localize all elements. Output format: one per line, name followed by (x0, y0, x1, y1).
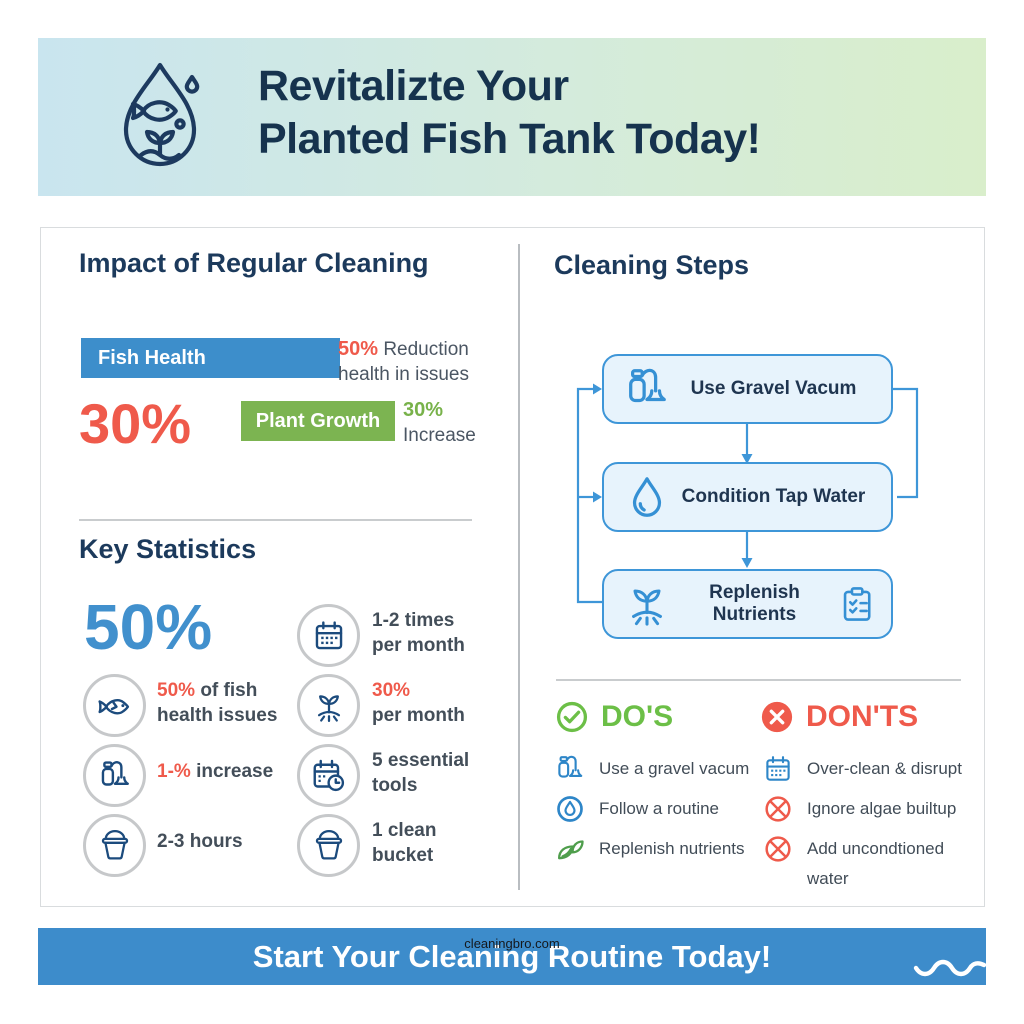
cleaning-steps-section-title: Cleaning Steps (554, 250, 750, 280)
leaves-icon (555, 834, 585, 864)
do-item: Follow a routine (599, 799, 720, 818)
stat-item (297, 814, 360, 877)
plant-growth-stat: 30% Increase (403, 399, 476, 446)
page-title-line1: Revitalizte Your (258, 62, 569, 110)
stat-item (297, 744, 360, 807)
donts-title: DON'TS (806, 700, 919, 733)
dont-item: Over-clean & disrupt (807, 759, 962, 778)
no-symbol-icon (763, 794, 793, 824)
header-banner: Revitalizte Your Planted Fish Tank Today… (38, 38, 986, 196)
sprout-icon (624, 581, 670, 627)
sprout-icon (312, 689, 346, 723)
x-circle-icon (760, 700, 794, 734)
stat-item (297, 674, 360, 737)
plant-growth-bar-label: Plant Growth (255, 409, 381, 432)
fish-health-stat-value: 50% (338, 338, 379, 360)
page-title-line2: Planted Fish Tank Today! (258, 115, 761, 163)
calendar-icon (312, 619, 346, 653)
right-divider (556, 679, 961, 681)
step-label: Replenish Nutrients (709, 582, 800, 625)
key-stats-big-value: 50% (84, 591, 213, 663)
impact-big-value: 30% (79, 392, 192, 455)
clipboard-checklist-icon (839, 585, 877, 623)
dos-header: DO'S (555, 700, 673, 734)
water-drop-icon (624, 474, 670, 520)
content-panel: Impact of Regular Cleaning Fish Health 5… (40, 227, 985, 907)
stat-item (83, 744, 146, 807)
do-item: Use a gravel vacum (599, 759, 750, 778)
step-box-gravel-vacuum: Use Gravel Vacum (602, 354, 893, 424)
fish-health-bar: Fish Health (81, 338, 340, 378)
donts-header: DON'TS (760, 700, 918, 734)
bucket-icon (98, 829, 132, 863)
step-label: Condition Tap Water (681, 486, 866, 507)
step-label: Use Gravel Vacum (690, 378, 857, 399)
fish-icon (97, 688, 133, 724)
left-divider (79, 519, 472, 521)
fish-plant-waterdrop-logo-icon (112, 54, 208, 180)
calendar-clock-icon (311, 758, 347, 794)
footer-cta-text: Start Your Cleaning Routine Today! (252, 939, 772, 974)
stat-item (83, 674, 146, 737)
impact-section-title: Impact of Regular Cleaning (79, 248, 429, 278)
stat-item (83, 814, 146, 877)
wave-icon (912, 956, 988, 980)
check-circle-icon (555, 700, 589, 734)
plant-growth-bar: Plant Growth (241, 401, 395, 441)
do-item: Replenish nutrients (599, 839, 745, 858)
page-title: Revitalizte Your Planted Fish Tank Today… (258, 60, 761, 166)
stat-item (297, 604, 360, 667)
bucket-icon (312, 829, 346, 863)
vacuum-icon (624, 366, 670, 412)
fish-health-stat: 50% Reduction health in issues (338, 338, 469, 385)
vertical-divider (518, 244, 520, 890)
dos-title: DO'S (601, 700, 674, 733)
flowchart-connectors (576, 383, 919, 604)
calendar-icon (763, 754, 793, 784)
no-symbol-icon (763, 834, 793, 864)
dont-item: Ignore algae builtup (807, 799, 957, 818)
step-box-condition-water: Condition Tap Water (602, 462, 893, 532)
fish-health-bar-label: Fish Health (98, 346, 206, 369)
plant-growth-stat-value: 30% (403, 399, 444, 421)
vacuum-icon (555, 754, 585, 784)
step-box-replenish-nutrients: Replenish Nutrients (602, 569, 893, 639)
vacuum-icon (98, 759, 132, 793)
watermark: cleaningbro.com (464, 936, 560, 951)
water-drop-circle-icon (555, 794, 585, 824)
footer-banner: Start Your Cleaning Routine Today! clean… (38, 928, 986, 985)
key-stats-section-title: Key Statistics (79, 534, 257, 564)
dont-item: Add uncondtioned water (807, 839, 945, 888)
